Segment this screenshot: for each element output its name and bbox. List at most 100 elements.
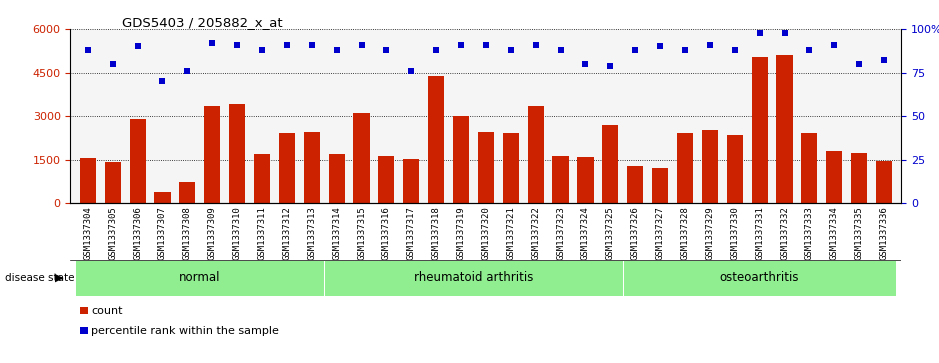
Text: GSM1337306: GSM1337306 (133, 206, 142, 260)
Point (429, 47, 444, 53)
Point (627, 47, 642, 53)
Point (727, 47, 742, 53)
Bar (478, 132, 494, 203)
Text: GSM1337334: GSM1337334 (830, 206, 839, 260)
Bar (502, 133, 519, 203)
Point (280, 42, 295, 48)
Text: GSM1337332: GSM1337332 (780, 206, 789, 260)
Text: osteoarthritis: osteoarthritis (720, 271, 799, 284)
Point (230, 42, 245, 48)
Bar (826, 151, 842, 203)
Bar (627, 166, 643, 203)
Text: GSM1337319: GSM1337319 (456, 206, 466, 260)
Bar (229, 104, 245, 203)
Bar (130, 119, 146, 203)
Point (802, 47, 817, 53)
Point (503, 47, 518, 53)
Point (254, 47, 269, 53)
Text: ▶: ▶ (55, 273, 64, 283)
Point (677, 47, 692, 53)
Text: GSM1337328: GSM1337328 (681, 206, 689, 260)
Text: GSM1337326: GSM1337326 (631, 206, 639, 260)
Bar (403, 159, 420, 203)
Point (826, 42, 841, 48)
Bar (329, 155, 345, 203)
Bar (324, 260, 623, 296)
Point (330, 47, 345, 53)
Bar (677, 133, 693, 203)
Bar (751, 57, 768, 203)
Bar (602, 126, 619, 203)
Point (553, 47, 568, 53)
Point (131, 44, 146, 49)
Bar (104, 162, 121, 203)
Text: GSM1337322: GSM1337322 (531, 206, 540, 260)
Bar (303, 132, 320, 203)
Text: GSM1337318: GSM1337318 (432, 206, 440, 260)
Text: GSM1337307: GSM1337307 (158, 206, 167, 260)
Text: GSM1337329: GSM1337329 (705, 206, 715, 260)
Point (105, 61, 120, 67)
Bar (552, 156, 569, 203)
Text: GSM1337311: GSM1337311 (257, 206, 267, 260)
Text: GSM1337312: GSM1337312 (283, 206, 291, 260)
Bar (154, 192, 171, 203)
Text: count: count (91, 306, 123, 316)
Bar (353, 113, 370, 203)
Point (752, 30, 767, 36)
Text: GSM1337323: GSM1337323 (556, 206, 565, 260)
Text: GSM1337333: GSM1337333 (805, 206, 814, 260)
Bar (204, 106, 221, 203)
Text: GSM1337331: GSM1337331 (755, 206, 764, 260)
Text: GSM1337321: GSM1337321 (506, 206, 516, 260)
Point (379, 47, 394, 53)
Bar (75, 260, 324, 296)
Point (354, 42, 369, 48)
Point (653, 44, 668, 49)
Bar (851, 153, 868, 203)
Text: normal: normal (179, 271, 221, 284)
Bar (179, 182, 195, 203)
Text: GSM1337310: GSM1337310 (233, 206, 241, 260)
Bar (623, 260, 897, 296)
Point (155, 78, 170, 84)
Bar (876, 161, 892, 203)
Text: GSM1337314: GSM1337314 (332, 206, 341, 260)
Bar (652, 168, 669, 203)
Text: rheumatoid arthritis: rheumatoid arthritis (414, 271, 533, 284)
Text: GDS5403 / 205882_x_at: GDS5403 / 205882_x_at (122, 16, 283, 29)
Point (205, 40, 220, 46)
Text: disease state: disease state (5, 273, 74, 283)
Text: GSM1337336: GSM1337336 (880, 206, 888, 260)
Bar (701, 130, 718, 203)
Text: GSM1337320: GSM1337320 (482, 206, 490, 260)
Bar (428, 76, 444, 203)
Bar (777, 55, 793, 203)
Point (404, 68, 419, 74)
Point (577, 61, 593, 67)
Point (304, 42, 319, 48)
Bar (453, 116, 470, 203)
Text: GSM1337315: GSM1337315 (357, 206, 366, 260)
Bar (80, 158, 96, 203)
Point (180, 68, 195, 74)
Point (81, 47, 96, 53)
Text: GSM1337335: GSM1337335 (854, 206, 864, 260)
Bar (528, 106, 544, 203)
Bar (378, 156, 394, 203)
Text: GSM1337324: GSM1337324 (581, 206, 590, 260)
Text: GSM1337308: GSM1337308 (183, 206, 192, 260)
Bar (254, 155, 270, 203)
Bar (801, 133, 818, 203)
Bar (279, 133, 295, 203)
Point (528, 42, 543, 48)
Point (777, 30, 792, 36)
Text: GSM1337327: GSM1337327 (655, 206, 665, 260)
Text: GSM1337316: GSM1337316 (382, 206, 391, 260)
Text: percentile rank within the sample: percentile rank within the sample (91, 326, 279, 336)
Point (876, 57, 891, 63)
Text: GSM1337317: GSM1337317 (407, 206, 416, 260)
Point (454, 42, 469, 48)
Text: GSM1337330: GSM1337330 (731, 206, 739, 260)
Point (702, 42, 717, 48)
